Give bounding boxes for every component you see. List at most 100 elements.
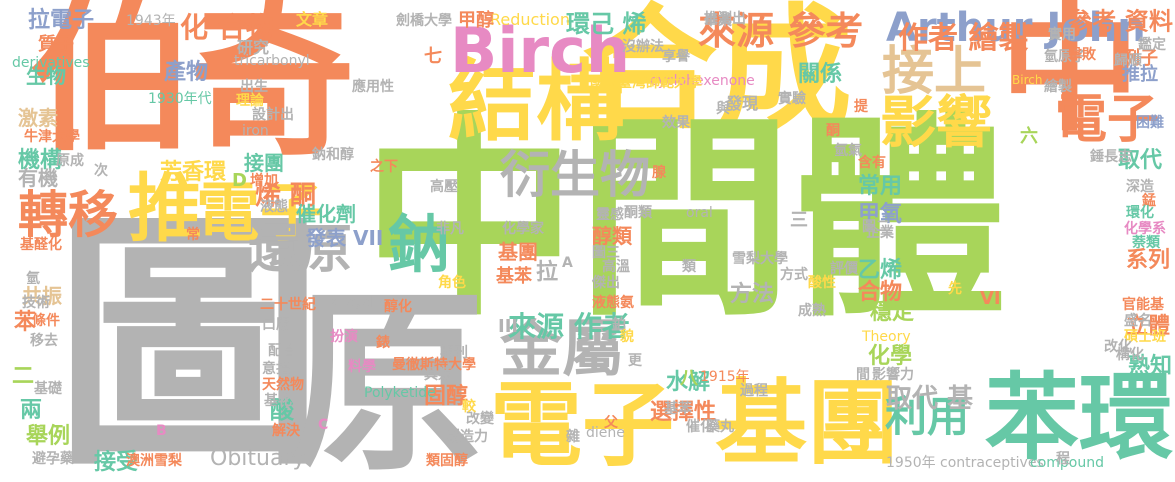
word-pingli: 評價 <box>830 261 858 277</box>
word-zuozhe-huizhi: 作者 繪製 <box>898 21 1029 56</box>
word-xitong: 烯 酮 <box>255 181 317 211</box>
word-oral: oral <box>686 205 713 221</box>
word-chengshu: 成熟 <box>798 303 826 319</box>
word-liaoxue: 料學 <box>348 359 376 375</box>
word-jituan: 基團 <box>715 370 900 477</box>
word-juese: 角色 <box>438 275 466 291</box>
word-xiaoguo: 效果 <box>662 115 690 131</box>
word-gaoya: 高壓 <box>430 179 458 195</box>
word-huaxuejia2: 化學家 <box>502 221 544 237</box>
word-zhizi: 質子 <box>38 34 74 55</box>
word-huaxuejia: 化學系 <box>1124 221 1166 237</box>
word-jiben3: 基化 <box>264 393 292 409</box>
word-boshi: 碩士班 <box>1124 329 1166 345</box>
word-laiyuan-cankao: 來源 參考 <box>698 9 864 53</box>
word-yiqu: 移去 <box>30 333 58 349</box>
word-shendao: 深造 <box>1126 179 1154 195</box>
word-meiyoubanfa: 沒辦法 <box>622 39 664 55</box>
word-jiben: 基苯 <box>496 266 532 287</box>
word-gaibian: 改變 <box>466 411 494 427</box>
word-huanhua: 環化 <box>1126 205 1154 221</box>
word-guoli: 國立臺灣師範大學 <box>590 75 702 91</box>
word-guchun: 固醇 <box>424 384 469 409</box>
word-jieshou: 接受 <box>94 450 139 475</box>
word-obituary: Obituary <box>210 446 306 471</box>
word-juqiao: 劍橋大學 <box>396 13 452 29</box>
word-tong: 酮 <box>826 123 840 139</box>
word-hecheng: 合成 <box>582 0 852 148</box>
word-jiaohua: 基醛化 <box>20 237 62 253</box>
word-suanxing: 酸性 <box>808 275 836 291</box>
word-jiao: 較 <box>462 399 476 415</box>
word-c: C <box>318 417 329 433</box>
word-diene: diene <box>586 425 625 441</box>
word-jituan-small: 基團 <box>498 240 538 264</box>
word-xuanzexing: 選擇性 <box>650 400 717 425</box>
word-shejichu: 設計出 <box>252 107 294 123</box>
word-d: D <box>232 170 247 191</box>
word-jiben2: 基苯 <box>664 401 692 417</box>
word-qing: 氫 <box>26 271 40 287</box>
word-1950: 1950年 <box>886 455 936 471</box>
word-1943: 1943年 <box>126 13 176 29</box>
word-wenzhang: 文章 <box>296 10 329 29</box>
word-jishu: 技術 <box>22 295 50 311</box>
word-kouzhi: 口服 <box>262 317 290 333</box>
word-dianzi-bottom: 電子 <box>490 372 675 479</box>
word-mao: 貌 <box>620 329 634 345</box>
word-lei: 類 <box>682 259 696 275</box>
word-cankao-ziliao: 參考 資料 <box>1068 7 1173 36</box>
word-cuihua: 催化 <box>686 419 714 435</box>
word-dianzi-mid: 電子 <box>196 177 324 251</box>
word-aozhouxuezhi: 澳洲雪梨 <box>126 453 182 469</box>
word-bisheng: 畢業 <box>704 13 732 29</box>
word-liang: 兩 <box>20 398 43 423</box>
word-chanwu: 產物 <box>164 60 209 85</box>
word-yingxiangli: 影響力 <box>872 367 914 383</box>
word-faxian: 發現 <box>726 94 759 113</box>
word-fabiao: 發表 VII <box>306 226 384 250</box>
word-youji: 有機 <box>18 166 58 190</box>
word-qidai: 企業 <box>866 225 894 241</box>
word-gouhua: 構化 <box>1116 347 1144 363</box>
word-jiexin: 雜 <box>566 429 580 445</box>
word-qing2: 氫氣 <box>834 143 862 159</box>
word-jitu: 機構 <box>18 148 63 173</box>
word-ba: 八 <box>680 368 698 389</box>
word-yeli: 液態氨 <box>592 295 634 311</box>
word-na: 鈉 <box>388 208 451 281</box>
word-tusan: 圖三 <box>592 245 620 261</box>
word-tongtuan: 酮類 <box>624 205 652 221</box>
word-shengwu: 生物 <box>26 64 66 88</box>
word-shoushi: 擊敗 <box>1068 47 1096 63</box>
word-bizhan: 避孕藥 <box>32 451 74 467</box>
word-lilun: 理論 <box>236 93 264 109</box>
word-fangxianghuan: 芳香環 <box>160 160 227 185</box>
word-jiedai: 傑出 <box>592 275 620 291</box>
word-b: B <box>156 423 167 439</box>
word-tuer: 圖二 <box>862 219 890 235</box>
word-bi: 鉑 <box>612 317 626 333</box>
word-yihou: 意指 <box>262 361 290 377</box>
word-chang: 常 <box>186 227 200 243</box>
word-ben: 苯 <box>14 310 37 335</box>
word-shengming: 盛名 <box>1124 313 1152 329</box>
word-1915: 1915年 <box>700 369 750 385</box>
word-guocheng: 過程 <box>740 383 768 399</box>
word-fangshi: 方式 <box>780 267 808 283</box>
word-jisu: 激素 <box>18 106 58 130</box>
word-nahechun: 鈉和醇 <box>312 147 354 163</box>
word-jiadingxing: 鑑定 <box>1138 37 1166 53</box>
word-yingyongxing: 應用性 <box>352 79 394 95</box>
word-mangan: 錳 <box>1142 193 1156 209</box>
word-san: 三 <box>790 210 808 231</box>
word-ershishiji: 二十世紀 <box>260 297 316 313</box>
word-feifan: 非凡 <box>436 221 464 237</box>
word-quda: 取代 <box>1118 148 1163 173</box>
word-hewu: 合物 <box>858 280 903 305</box>
word-wending: 穩定 <box>870 300 915 325</box>
word-jiachun: 甲醇 <box>458 10 494 31</box>
word-gaowen: 高溫 <box>602 259 630 275</box>
word-iron: iron <box>242 123 269 139</box>
